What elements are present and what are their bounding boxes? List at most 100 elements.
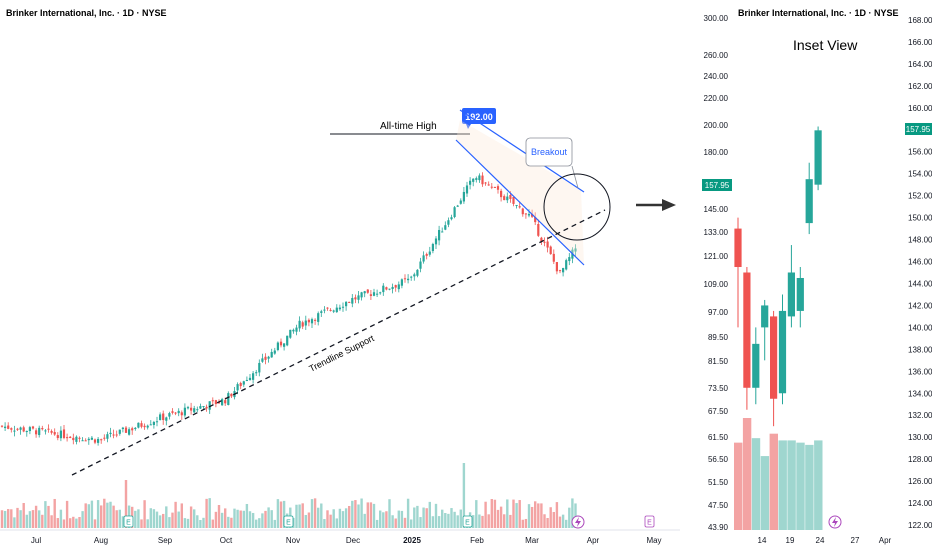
volume-bar bbox=[363, 513, 366, 528]
volume-bar bbox=[369, 502, 373, 528]
volume-bar bbox=[388, 499, 391, 528]
inset-left-tick: 220.00 bbox=[704, 94, 729, 103]
volume-bar bbox=[16, 507, 19, 528]
earnings-marker[interactable] bbox=[283, 515, 294, 528]
inset-right-tick: 164.00 bbox=[908, 60, 932, 69]
candle-body bbox=[248, 377, 252, 381]
candle-body bbox=[382, 285, 385, 293]
volume-bar bbox=[326, 510, 329, 528]
inset-right-tick: 134.00 bbox=[908, 389, 932, 398]
candle-body bbox=[221, 399, 224, 406]
volume-bar bbox=[295, 504, 298, 528]
candle-body bbox=[487, 184, 490, 186]
candle-body bbox=[165, 417, 168, 421]
candle-body bbox=[118, 429, 121, 434]
candle-body bbox=[397, 284, 400, 290]
candle-body bbox=[211, 400, 214, 402]
volume-bar bbox=[171, 512, 174, 528]
candle-body bbox=[444, 225, 447, 230]
earnings-marker[interactable] bbox=[644, 515, 655, 528]
volume-bar bbox=[62, 519, 66, 528]
candle-body bbox=[205, 406, 208, 409]
volume-bar bbox=[38, 510, 41, 528]
volume-bar bbox=[44, 501, 47, 528]
candle-body bbox=[137, 422, 140, 428]
candle-body bbox=[168, 413, 171, 417]
candle-body bbox=[422, 255, 425, 262]
volume-bar bbox=[344, 508, 348, 528]
candle-body bbox=[230, 393, 233, 397]
volume-bar bbox=[571, 498, 574, 528]
x-tick-label: Sep bbox=[158, 536, 173, 545]
channel-lower-line bbox=[455, 139, 585, 266]
candle-body bbox=[56, 435, 59, 439]
ath-label: All-time High bbox=[380, 121, 437, 132]
candle-body bbox=[540, 237, 543, 242]
candle-body bbox=[515, 204, 518, 206]
earnings-marker[interactable] bbox=[462, 515, 473, 528]
volume-bar bbox=[382, 512, 385, 528]
volume-bar bbox=[574, 503, 577, 528]
inset-volume-bar bbox=[778, 440, 787, 530]
candle-body bbox=[289, 329, 292, 338]
volume-bar bbox=[503, 514, 506, 528]
volume-bar bbox=[524, 518, 528, 528]
inset-candle-body[interactable] bbox=[805, 179, 813, 224]
inset-x-tick: 14 bbox=[758, 536, 767, 545]
inset-candle-body[interactable] bbox=[734, 228, 742, 268]
volume-bar bbox=[53, 498, 56, 528]
candle-body bbox=[462, 191, 465, 202]
candle-body bbox=[549, 246, 552, 255]
volume-bar bbox=[453, 511, 456, 528]
volume-bar bbox=[196, 515, 199, 528]
inset-candle-body[interactable] bbox=[743, 272, 751, 388]
candle-body bbox=[450, 217, 453, 220]
inset-volume-bars bbox=[734, 418, 823, 530]
candle-body bbox=[16, 428, 19, 430]
inset-left-tick: 240.00 bbox=[704, 72, 729, 81]
inset-candle-body[interactable] bbox=[778, 310, 787, 394]
volume-bar bbox=[162, 513, 165, 528]
candle-body bbox=[81, 440, 84, 442]
candle-body bbox=[252, 373, 255, 380]
candle-body bbox=[7, 425, 10, 429]
volume-bar bbox=[59, 509, 63, 528]
candle-body bbox=[140, 423, 143, 427]
candle-body bbox=[4, 426, 7, 429]
earnings-marker[interactable] bbox=[123, 515, 134, 528]
candle-body bbox=[317, 313, 320, 322]
volume-bar bbox=[106, 502, 109, 528]
x-tick-label: Nov bbox=[286, 536, 300, 545]
candle-body bbox=[143, 425, 146, 428]
volume-bar bbox=[329, 514, 332, 528]
inset-candle-body[interactable] bbox=[787, 272, 795, 317]
candle-body bbox=[506, 196, 509, 201]
earnings-marker-label: E bbox=[286, 520, 291, 527]
volume-bar bbox=[400, 510, 404, 528]
volume-bar bbox=[103, 498, 106, 528]
candle-body bbox=[224, 400, 227, 404]
inset-candle-body[interactable] bbox=[752, 343, 760, 388]
candle-body bbox=[97, 438, 100, 443]
inset-volume-bar bbox=[769, 433, 778, 530]
inset-left-tick: 200.00 bbox=[704, 121, 729, 130]
inset-candle-body[interactable] bbox=[761, 305, 769, 328]
candle-body bbox=[245, 380, 248, 382]
candle-body bbox=[78, 437, 81, 439]
volume-bar bbox=[546, 517, 549, 528]
volume-bar bbox=[372, 503, 376, 528]
inset-volume-bar bbox=[734, 442, 743, 530]
candle-body bbox=[428, 251, 431, 255]
volume-bar bbox=[537, 503, 540, 528]
candle-body bbox=[416, 269, 419, 276]
inset-right-tick: 168.00 bbox=[908, 16, 932, 25]
candle-body bbox=[531, 213, 534, 217]
candle-body bbox=[242, 381, 245, 385]
inset-right-tick: 124.00 bbox=[908, 499, 932, 508]
inset-left-tick: 56.50 bbox=[708, 455, 729, 464]
inset-candle-body[interactable] bbox=[770, 316, 778, 399]
inset-candle-body[interactable] bbox=[796, 277, 804, 311]
candle-body bbox=[25, 430, 28, 433]
inset-candle-body[interactable] bbox=[814, 130, 822, 185]
candle-body bbox=[509, 195, 512, 199]
